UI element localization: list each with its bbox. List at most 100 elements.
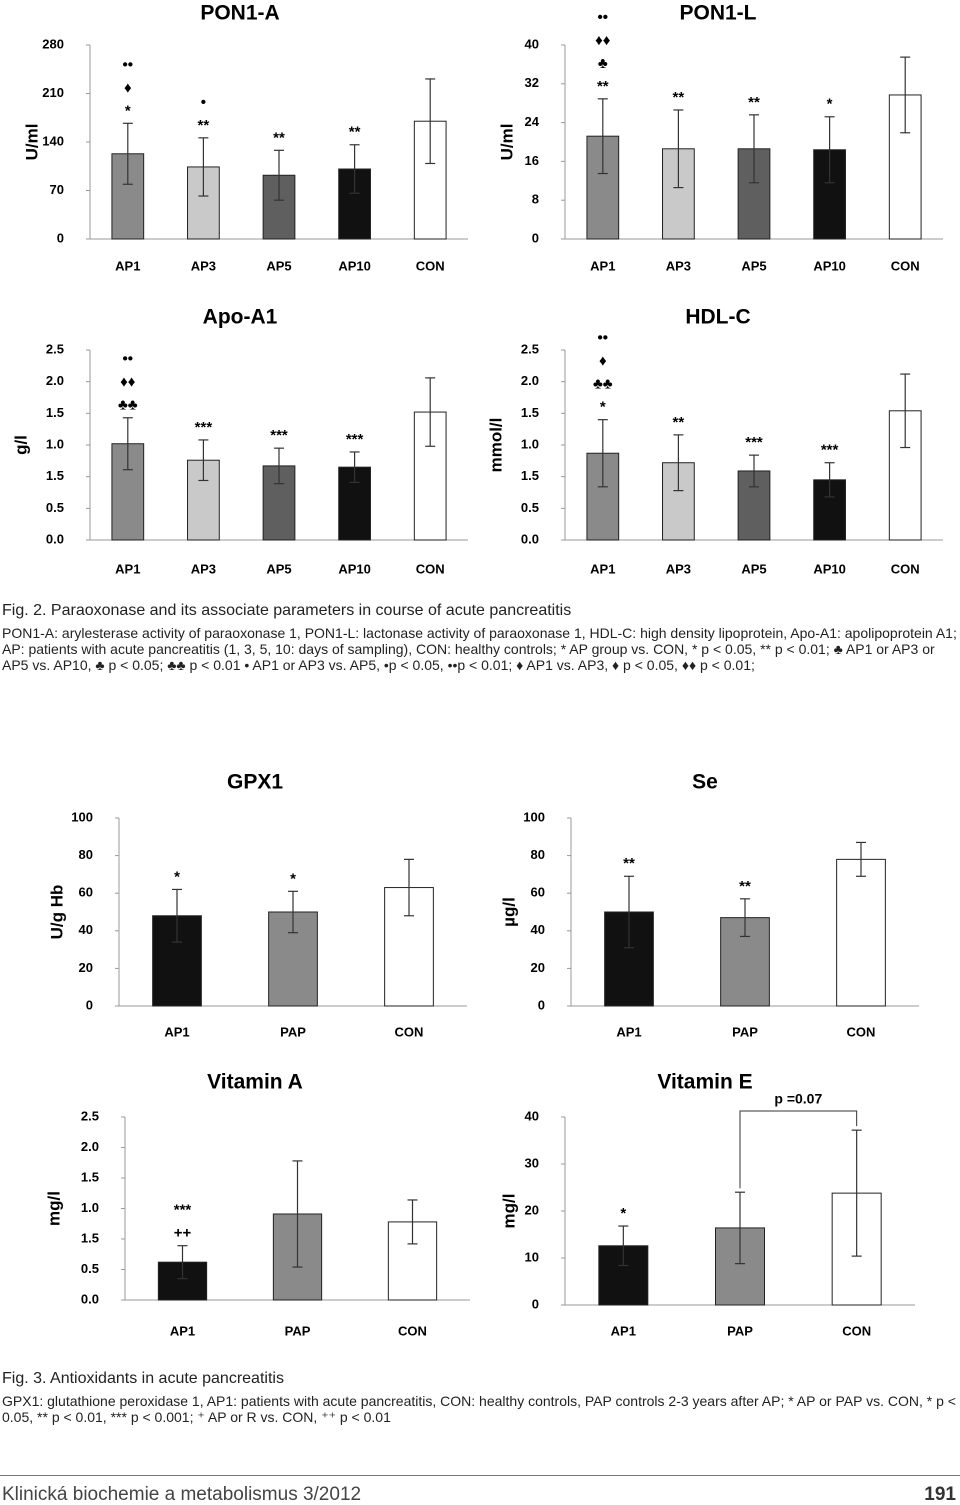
significance-mark: * bbox=[620, 1205, 626, 1222]
fig2-caption: Fig. 2. Paraoxonase and its associate pa… bbox=[2, 602, 958, 674]
significance-mark: ** bbox=[623, 855, 635, 872]
x-tick-label: CON bbox=[416, 561, 445, 576]
significance-mark: •• bbox=[123, 56, 134, 73]
significance-mark: * bbox=[174, 868, 180, 885]
chart-title: PON1-A bbox=[200, 2, 279, 25]
y-tick-label: 0.5 bbox=[81, 1261, 99, 1276]
y-tick-label: 1.5 bbox=[521, 405, 539, 420]
y-tick-label: 1.5 bbox=[46, 468, 64, 483]
y-axis-label: U/g Hb bbox=[47, 885, 66, 940]
y-tick-label: 2.0 bbox=[81, 1139, 99, 1154]
significance-mark: * bbox=[827, 96, 833, 113]
y-tick-label: 0 bbox=[57, 230, 64, 245]
x-tick-label: PAP bbox=[732, 1024, 758, 1039]
fig-label: Fig. 2. bbox=[2, 602, 47, 619]
significance-mark: ♣♣ bbox=[593, 376, 613, 393]
y-tick-label: 2.5 bbox=[521, 341, 539, 356]
y-axis-label: g/l bbox=[11, 435, 30, 455]
chart-title: Se bbox=[692, 771, 718, 794]
x-tick-label: AP10 bbox=[813, 561, 846, 576]
significance-mark: ♣ bbox=[598, 55, 608, 72]
significance-mark: ** bbox=[273, 129, 285, 146]
x-tick-label: AP3 bbox=[666, 561, 691, 576]
x-tick-label: AP1 bbox=[611, 1323, 636, 1338]
y-tick-label: 210 bbox=[42, 85, 64, 100]
y-tick-label: 140 bbox=[42, 133, 64, 148]
significance-mark: • bbox=[201, 94, 206, 111]
footer-rule bbox=[0, 1475, 960, 1476]
y-axis-label: U/ml bbox=[22, 124, 41, 161]
chart-title: HDL-C bbox=[685, 306, 750, 329]
bar bbox=[836, 858, 886, 1007]
x-tick-label: PAP bbox=[285, 1323, 311, 1338]
y-tick-label: 1.0 bbox=[46, 436, 64, 451]
x-tick-label: AP3 bbox=[191, 258, 216, 273]
journal: Klinická biochemie a metabolismus 3/2012 bbox=[2, 1484, 362, 1505]
x-tick-label: AP10 bbox=[813, 258, 846, 273]
significance-mark: *** bbox=[346, 431, 364, 448]
y-tick-label: 60 bbox=[531, 885, 545, 900]
significance-mark: * bbox=[290, 870, 296, 887]
fig-text: GPX1: glutathione peroxidase 1, AP1: pat… bbox=[2, 1393, 956, 1425]
y-axis-label: mg/l bbox=[44, 1191, 63, 1226]
significance-mark: *** bbox=[821, 442, 839, 459]
y-tick-label: 1.0 bbox=[521, 436, 539, 451]
significance-mark: ♦♦ bbox=[595, 32, 611, 49]
x-tick-label: AP1 bbox=[164, 1024, 189, 1039]
chart-title: PON1-L bbox=[679, 2, 756, 25]
significance-mark: *** bbox=[174, 1202, 192, 1219]
chart-title: Vitamin E bbox=[657, 1071, 752, 1094]
y-axis-label: mmol/l bbox=[486, 418, 505, 473]
chart-title: Apo-A1 bbox=[203, 306, 278, 329]
fig-title: Antioxidants in acute pancreatitis bbox=[50, 1370, 284, 1387]
significance-mark: * bbox=[600, 399, 606, 416]
y-tick-label: 1.5 bbox=[46, 405, 64, 420]
x-tick-label: CON bbox=[891, 561, 920, 576]
significance-mark: ♣♣ bbox=[118, 397, 138, 414]
y-tick-label: 40 bbox=[525, 1108, 539, 1123]
fig-title: Paraoxonase and its associate parameters… bbox=[50, 602, 572, 619]
fig-label: Fig. 3. bbox=[2, 1370, 47, 1387]
significance-mark: ** bbox=[673, 89, 685, 106]
x-tick-label: AP1 bbox=[590, 561, 615, 576]
y-tick-label: 16 bbox=[525, 153, 539, 168]
y-tick-label: 30 bbox=[525, 1155, 539, 1170]
x-tick-label: CON bbox=[416, 258, 445, 273]
fig3-caption: Fig. 3. Antioxidants in acute pancreatit… bbox=[2, 1370, 958, 1426]
y-tick-label: 0.5 bbox=[46, 500, 64, 515]
y-tick-label: 32 bbox=[525, 75, 539, 90]
y-axis-label: µg/l bbox=[499, 897, 518, 927]
bracket-label: p =0.07 bbox=[774, 1091, 822, 1107]
y-tick-label: 100 bbox=[71, 809, 93, 824]
y-tick-label: 1.0 bbox=[81, 1200, 99, 1215]
y-tick-label: 0.0 bbox=[46, 531, 64, 546]
x-tick-label: AP5 bbox=[741, 258, 766, 273]
y-tick-label: 2.5 bbox=[46, 341, 64, 356]
y-axis-label: mg/l bbox=[499, 1194, 518, 1229]
y-tick-label: 0 bbox=[532, 230, 539, 245]
significance-mark: ** bbox=[748, 94, 760, 111]
x-tick-label: PAP bbox=[280, 1024, 306, 1039]
bar bbox=[813, 479, 846, 541]
x-tick-label: AP1 bbox=[115, 258, 140, 273]
y-tick-label: 40 bbox=[79, 922, 93, 937]
x-tick-label: AP1 bbox=[170, 1323, 195, 1338]
significance-mark: •• bbox=[123, 351, 134, 368]
significance-mark: •• bbox=[598, 9, 609, 26]
chart-title: GPX1 bbox=[227, 771, 283, 794]
significance-mark: *** bbox=[195, 419, 213, 436]
significance-mark: ♦ bbox=[124, 79, 132, 96]
significance-mark: *** bbox=[270, 427, 288, 444]
significance-mark: ** bbox=[597, 78, 609, 95]
y-tick-label: 20 bbox=[79, 960, 93, 975]
y-axis-label: U/ml bbox=[497, 124, 516, 161]
y-tick-label: 0.0 bbox=[81, 1291, 99, 1306]
significance-mark: ** bbox=[673, 414, 685, 431]
y-tick-label: 80 bbox=[531, 847, 545, 862]
page-number: 191 bbox=[924, 1484, 956, 1505]
x-tick-label: AP5 bbox=[266, 258, 291, 273]
y-tick-label: 20 bbox=[525, 1202, 539, 1217]
significance-mark: ++ bbox=[174, 1225, 192, 1242]
